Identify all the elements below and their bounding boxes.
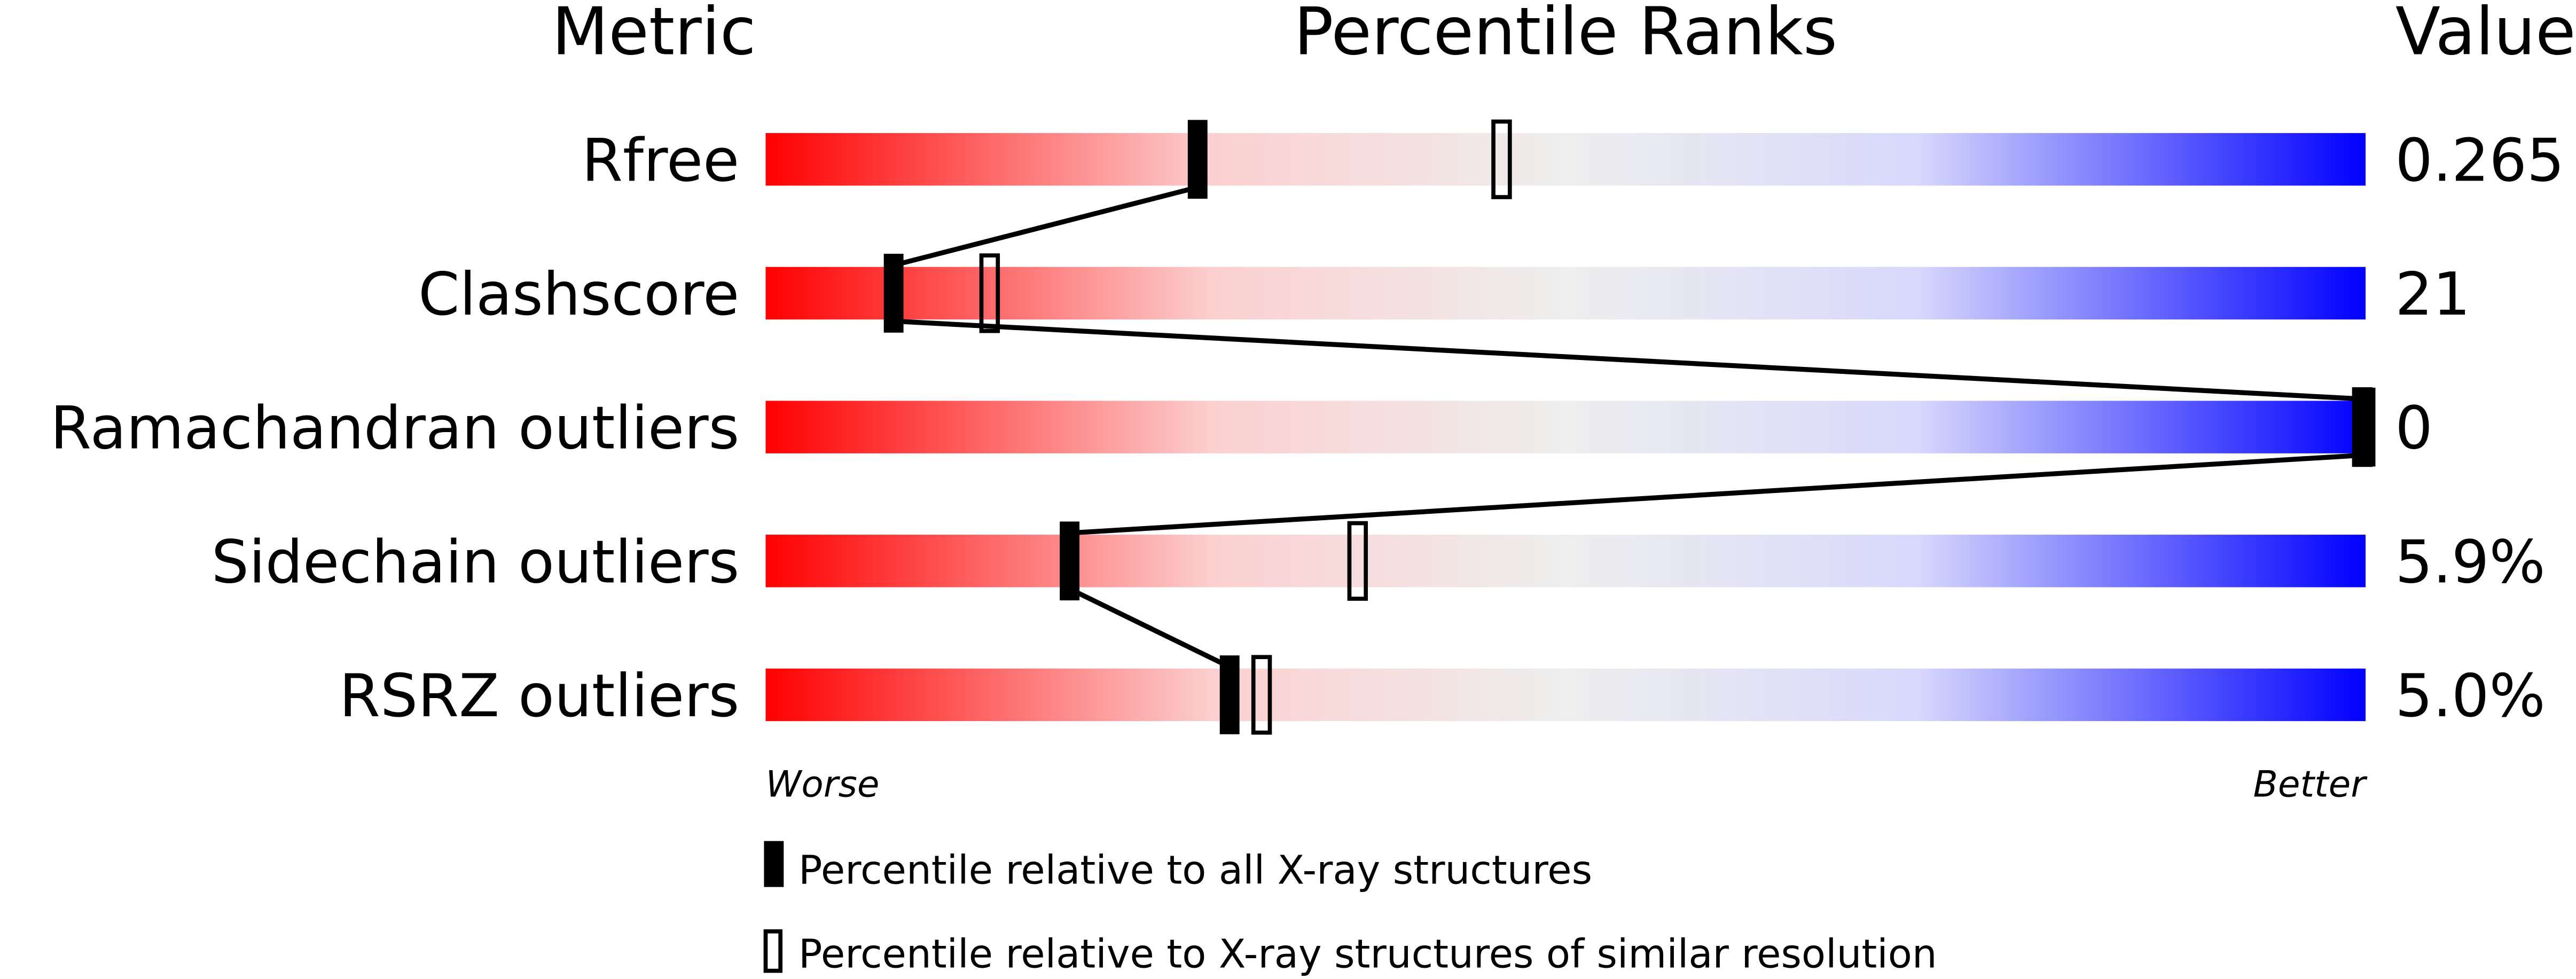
marker-all-structures	[883, 254, 904, 333]
connector-line	[1068, 586, 1231, 669]
metric-row: Sidechain outliers 5.9%	[212, 528, 2546, 597]
metric-row: Ramachandran outliers 0	[50, 394, 2433, 463]
percentile-bar	[765, 267, 2366, 320]
percentile-bar	[765, 535, 2366, 588]
marker-similar-resolution	[979, 253, 1000, 333]
metric-label: Sidechain outliers	[212, 528, 740, 597]
marker-similar-resolution	[1347, 521, 1368, 601]
metric-value: 5.0%	[2395, 662, 2545, 731]
connector-line	[892, 185, 1199, 268]
marker-all-structures	[1060, 521, 1080, 601]
metric-label: Clashscore	[418, 260, 739, 329]
metric-value: 0.265	[2395, 126, 2564, 195]
metric-value: 0	[2395, 394, 2432, 463]
metric-value: 5.9%	[2395, 528, 2545, 597]
marker-all-structures	[1219, 655, 1240, 734]
legend-label-all: Percentile relative to all X-ray structu…	[798, 848, 1592, 894]
connector-line	[893, 318, 2366, 402]
header-metric: Metric	[552, 0, 756, 70]
header-value: Value	[2395, 0, 2576, 70]
percentile-bar	[765, 133, 2366, 186]
marker-similar-resolution	[1251, 655, 1272, 735]
connector-line	[1069, 452, 2366, 536]
metric-row: RSRZ outliers 5.0%	[339, 662, 2546, 731]
metric-label: Rfree	[582, 126, 739, 195]
marker-similar-resolution	[1491, 119, 1512, 199]
metric-label: RSRZ outliers	[339, 662, 739, 731]
axis-label-better: Better	[2253, 763, 2368, 805]
percentile-bar	[765, 668, 2366, 722]
metric-row: Rfree 0.265	[582, 126, 2564, 195]
legend-label-similar: Percentile relative to X-ray structures …	[798, 931, 1937, 977]
percentile-bar	[765, 401, 2366, 453]
marker-all-structures	[2355, 387, 2376, 467]
marker-all-structures	[1187, 120, 1208, 199]
metric-label: Ramachandran outliers	[50, 394, 739, 463]
header-percentile: Percentile Ranks	[1294, 0, 1837, 70]
legend-open-marker	[763, 929, 783, 973]
metric-value: 21	[2395, 260, 2470, 329]
axis-label-worse: Worse	[765, 763, 879, 805]
metric-row: Clashscore 21	[418, 260, 2470, 329]
legend-filled-marker	[764, 841, 784, 887]
